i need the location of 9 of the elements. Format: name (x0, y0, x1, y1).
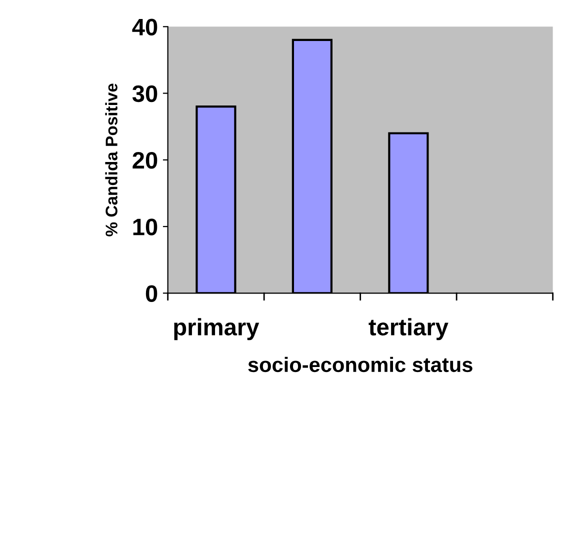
y-tick-label: 0 (146, 285, 158, 302)
y-axis-title: % Candida Positive (105, 84, 118, 236)
x-tick-label: primary (174, 318, 260, 340)
y-tick-label: 40 (132, 18, 158, 36)
y-tick-label: 30 (132, 85, 158, 102)
y-tick-label: 20 (132, 152, 158, 169)
x-axis-title: socio-economic status (248, 356, 472, 372)
x-tick-label: tertiary (368, 318, 448, 340)
y-tick-label: 10 (133, 218, 158, 236)
